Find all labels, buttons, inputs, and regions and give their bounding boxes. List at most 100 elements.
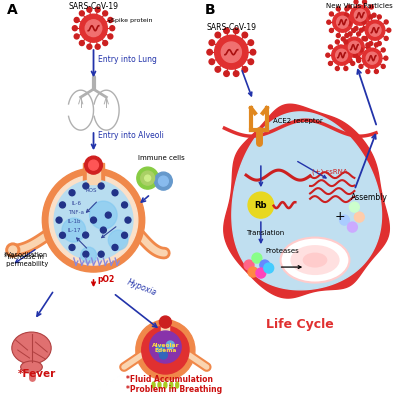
Circle shape <box>348 41 360 53</box>
Circle shape <box>384 20 388 24</box>
Circle shape <box>42 168 145 272</box>
Circle shape <box>350 202 359 212</box>
Circle shape <box>103 11 108 16</box>
Circle shape <box>54 180 133 260</box>
Circle shape <box>340 215 350 225</box>
Circle shape <box>347 21 351 25</box>
Circle shape <box>365 20 385 40</box>
Circle shape <box>256 268 266 278</box>
Circle shape <box>95 44 100 49</box>
Circle shape <box>370 21 373 25</box>
Text: *Fluid Accumulation
*Problem in Breathing: *Fluid Accumulation *Problem in Breathin… <box>126 375 222 394</box>
Text: IL-1b: IL-1b <box>68 219 82 224</box>
Circle shape <box>384 56 388 60</box>
Circle shape <box>9 246 17 254</box>
Circle shape <box>90 217 96 223</box>
Circle shape <box>372 13 376 17</box>
Circle shape <box>6 243 20 257</box>
Polygon shape <box>232 112 382 290</box>
Circle shape <box>125 217 131 223</box>
Text: Hypoxia: Hypoxia <box>126 278 158 298</box>
Circle shape <box>327 20 331 24</box>
Circle shape <box>345 33 349 37</box>
Circle shape <box>366 52 378 64</box>
Polygon shape <box>224 104 389 298</box>
Circle shape <box>347 5 351 9</box>
Text: Spike protein: Spike protein <box>111 18 153 23</box>
Circle shape <box>344 40 348 44</box>
Circle shape <box>248 40 254 45</box>
Circle shape <box>80 14 107 42</box>
Circle shape <box>62 218 86 242</box>
Circle shape <box>85 156 102 174</box>
Circle shape <box>366 45 370 49</box>
Circle shape <box>98 251 104 257</box>
Circle shape <box>209 40 214 45</box>
Bar <box>158 320 172 334</box>
Circle shape <box>374 43 378 47</box>
Circle shape <box>74 18 79 22</box>
Circle shape <box>87 7 92 12</box>
Circle shape <box>85 20 102 37</box>
Circle shape <box>72 26 77 31</box>
Circle shape <box>359 48 363 52</box>
Ellipse shape <box>280 238 350 283</box>
Circle shape <box>333 12 352 32</box>
Circle shape <box>364 53 368 57</box>
Circle shape <box>352 12 356 16</box>
Circle shape <box>353 53 357 57</box>
Circle shape <box>354 9 366 21</box>
Circle shape <box>362 20 366 24</box>
Circle shape <box>49 175 138 265</box>
Text: New Virus Particles: New Virus Particles <box>326 3 393 9</box>
Circle shape <box>369 24 381 36</box>
Circle shape <box>79 41 84 45</box>
Circle shape <box>79 11 84 16</box>
Circle shape <box>69 244 75 250</box>
Text: Immune cells: Immune cells <box>138 155 184 161</box>
Circle shape <box>248 267 258 277</box>
Text: SARS-CoV-19: SARS-CoV-19 <box>68 2 118 11</box>
Circle shape <box>224 71 229 76</box>
Ellipse shape <box>164 382 167 388</box>
Circle shape <box>348 222 357 232</box>
Text: *Vasodilation: *Vasodilation <box>4 252 48 258</box>
Circle shape <box>95 7 100 12</box>
Circle shape <box>369 15 373 19</box>
Circle shape <box>142 326 189 374</box>
Circle shape <box>354 212 364 222</box>
Circle shape <box>336 33 340 37</box>
Circle shape <box>356 56 360 60</box>
Text: TNF-a: TNF-a <box>68 210 84 215</box>
Circle shape <box>336 7 340 11</box>
Circle shape <box>103 41 108 45</box>
Bar <box>162 322 169 334</box>
Circle shape <box>344 66 348 70</box>
Circle shape <box>56 217 62 223</box>
Circle shape <box>332 45 352 65</box>
Circle shape <box>252 253 262 263</box>
Circle shape <box>248 192 274 218</box>
Text: Life Cycle: Life Cycle <box>266 318 334 331</box>
Circle shape <box>221 42 241 62</box>
Circle shape <box>224 28 229 33</box>
Circle shape <box>335 66 339 70</box>
Circle shape <box>352 28 356 32</box>
Circle shape <box>362 27 366 31</box>
Circle shape <box>345 7 349 11</box>
Ellipse shape <box>290 245 340 275</box>
Circle shape <box>248 59 254 64</box>
Circle shape <box>362 0 366 4</box>
Circle shape <box>350 5 370 25</box>
Ellipse shape <box>21 361 42 373</box>
Circle shape <box>160 316 171 328</box>
Text: *Fever: *Fever <box>18 369 56 379</box>
Text: (+) ssRNA: (+) ssRNA <box>312 168 348 175</box>
Circle shape <box>362 48 382 68</box>
Circle shape <box>69 190 75 196</box>
Circle shape <box>209 59 214 64</box>
Circle shape <box>233 71 239 76</box>
Circle shape <box>260 260 270 270</box>
Circle shape <box>377 15 381 19</box>
Circle shape <box>362 37 366 41</box>
